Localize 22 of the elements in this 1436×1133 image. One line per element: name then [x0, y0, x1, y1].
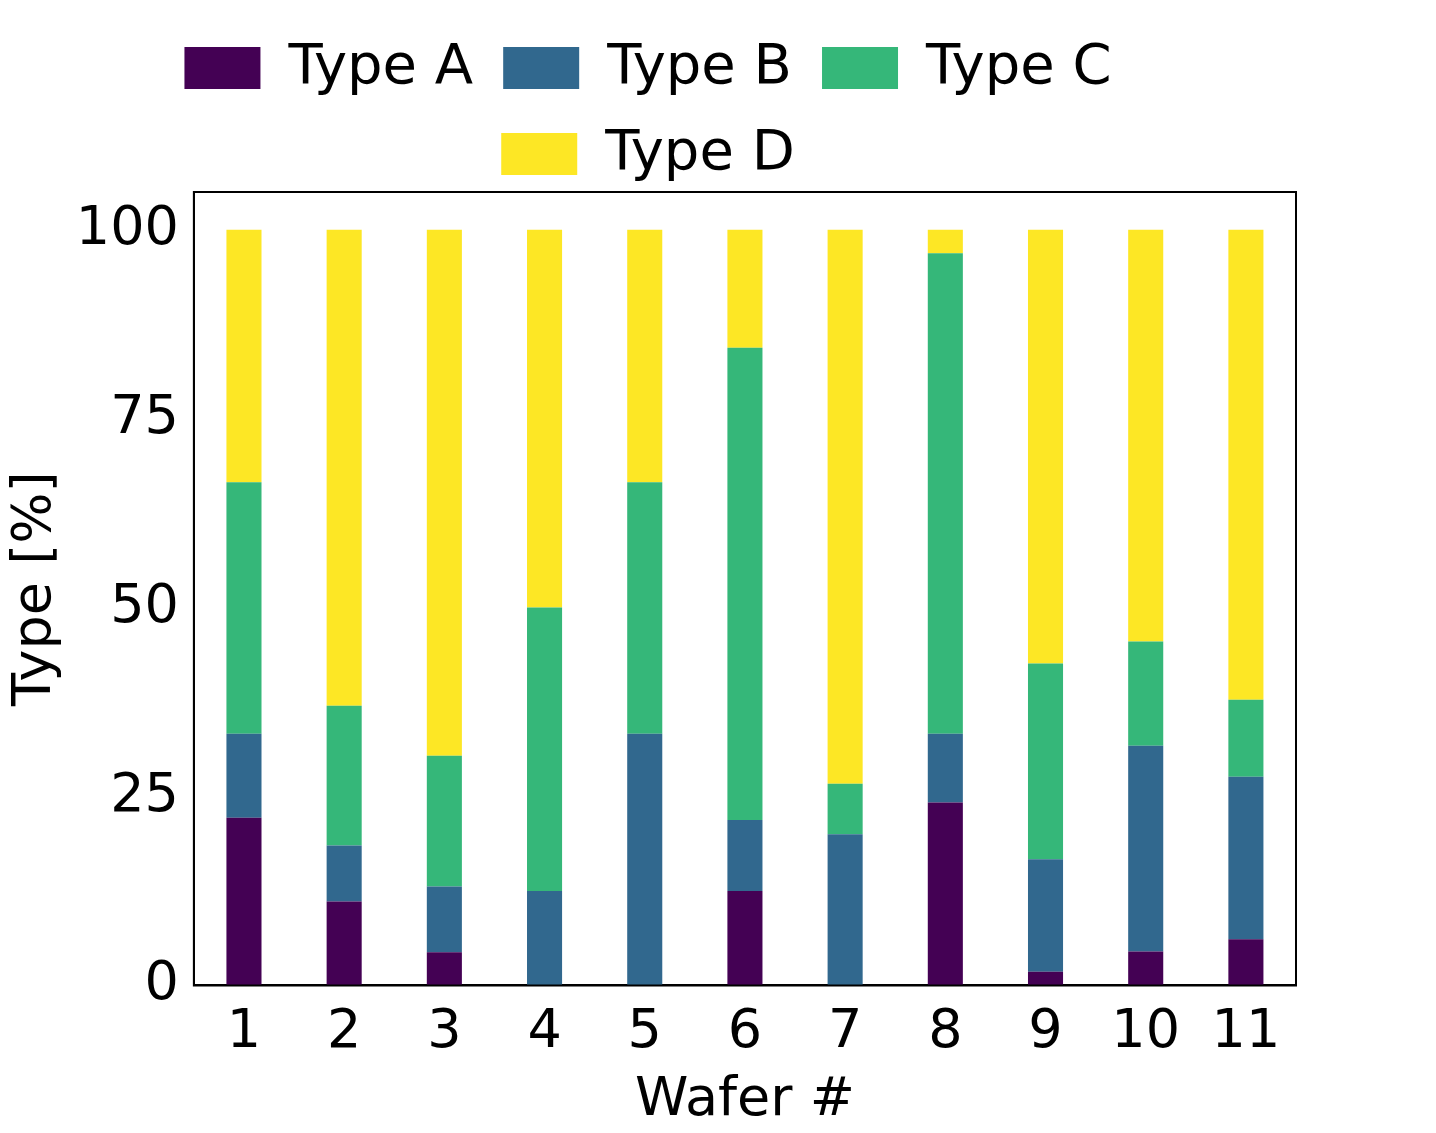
- x-tick-label: 4: [527, 996, 562, 1060]
- x-tick-label: 10: [1111, 996, 1181, 1060]
- x-tick-label: 2: [326, 996, 362, 1060]
- x-tick-label: 1: [226, 996, 262, 1060]
- x-tick-label: 3: [427, 996, 462, 1060]
- x-tick-label: 8: [928, 996, 963, 1060]
- legend-label: Type D: [604, 116, 795, 182]
- y-tick-label: 0: [144, 949, 179, 1013]
- legend-label: Type C: [925, 30, 1112, 96]
- legend-label: Type B: [606, 30, 793, 96]
- y-axis-title: Type [%]: [0, 471, 64, 708]
- legend-label: Type A: [287, 30, 474, 96]
- x-axis-title: Wafer #: [634, 1064, 855, 1128]
- y-tick-label: 50: [110, 571, 179, 635]
- x-tick-label: 5: [627, 996, 662, 1060]
- y-tick-label: 25: [110, 760, 179, 824]
- x-tick-label: 11: [1211, 996, 1281, 1060]
- x-tick-label: 9: [1028, 996, 1063, 1060]
- x-tick-label: 7: [827, 996, 863, 1060]
- y-tick-label: 100: [75, 193, 179, 257]
- y-tick-label: 75: [110, 382, 179, 446]
- x-tick-label: 6: [727, 996, 763, 1060]
